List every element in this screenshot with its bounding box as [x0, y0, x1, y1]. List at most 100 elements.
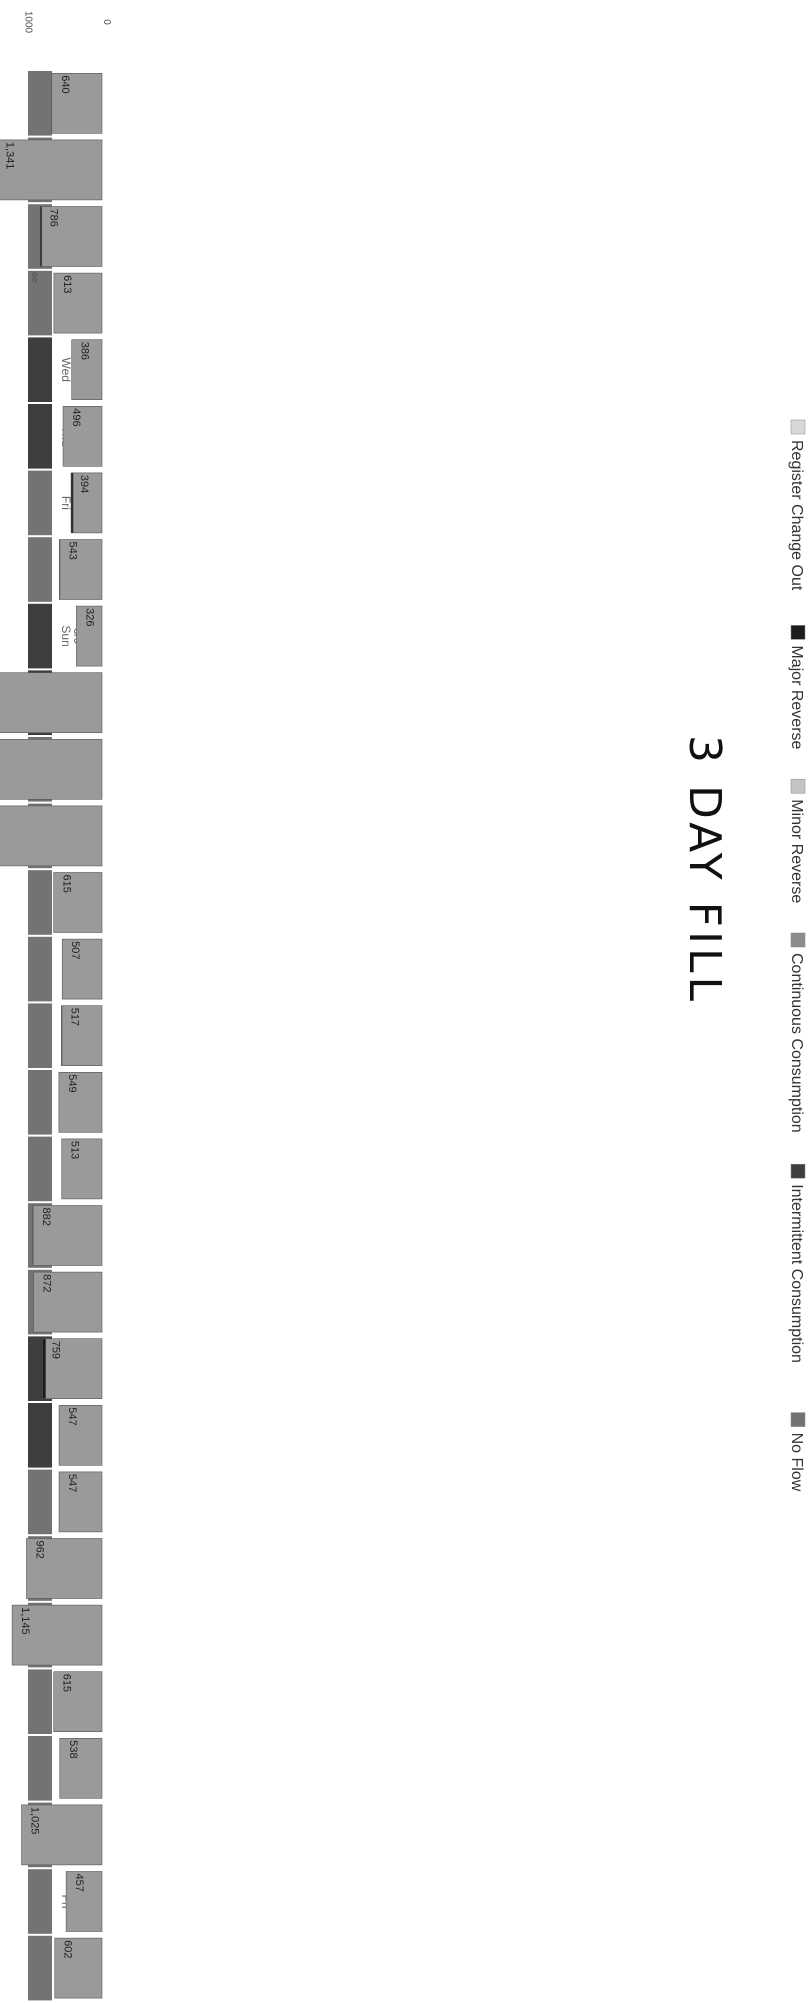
bar-segment [42, 1338, 46, 1399]
bar-segment [61, 1005, 103, 1067]
data-label: 1,145 [19, 1607, 31, 1635]
category-day: Sun [59, 625, 73, 646]
category-day: Fri [59, 496, 73, 510]
status-cell [28, 1869, 52, 1934]
legend-swatch [790, 778, 806, 794]
bar-segment [0, 672, 103, 734]
legend-swatch [790, 625, 806, 640]
bar-segment [71, 339, 103, 401]
legend-swatch [790, 419, 806, 435]
bar-segment [11, 1604, 103, 1666]
bar-segment [53, 272, 103, 334]
data-label: 549 [66, 1074, 78, 1092]
bar-segment [65, 1871, 103, 1932]
bar-segment [39, 206, 43, 267]
data-label: 543 [66, 542, 78, 560]
status-cell [28, 337, 52, 402]
legend: Register Change Out Major Reverse Minor Re… [788, 419, 806, 1492]
data-label: 962 [33, 1541, 45, 1559]
bar-segment [26, 1538, 103, 1599]
bar-segment [61, 938, 103, 1000]
data-label: 759 [49, 1341, 61, 1359]
status-cell [28, 1070, 52, 1135]
status-cell [28, 270, 52, 336]
legend-swatch [790, 1412, 806, 1427]
status-cell [28, 1003, 52, 1068]
bar-segment [0, 805, 103, 867]
bar-segment [61, 1138, 103, 1200]
x-axis-ticks: 01000200030004000500060007000 [23, 11, 113, 34]
bar-segment [53, 1671, 103, 1732]
data-labels: 6401,3417866133864963945433261,8266,1033… [4, 75, 96, 1958]
bar-segment [59, 539, 103, 600]
bar-segment [61, 1005, 63, 1067]
handwritten-annotation: 3 DAY FILL [679, 735, 730, 1005]
bar-segment [58, 1405, 103, 1466]
status-cell [28, 1403, 52, 1468]
data-label: 1,341 [4, 142, 16, 170]
bar-segment [70, 472, 74, 534]
data-label: 538 [67, 1740, 79, 1758]
legend-label: Intermittent Consumption [788, 1184, 805, 1363]
legend-label: Register Change Out [788, 440, 805, 591]
data-label: 394 [78, 475, 90, 493]
data-label: 882 [40, 1208, 52, 1226]
status-cell [28, 404, 52, 469]
status-cell [28, 1669, 52, 1734]
strip-mark: ae [29, 272, 40, 284]
bar-segment [54, 1937, 103, 1999]
status-cell [28, 936, 52, 1002]
legend-label: Continuous Consumption [788, 953, 805, 1133]
bar-segment [33, 1271, 103, 1333]
status-cell [28, 470, 52, 536]
data-label: 457 [73, 1874, 85, 1892]
status-cell [28, 1736, 52, 1801]
bar-segment [0, 738, 103, 800]
legend-swatch [790, 1163, 806, 1179]
data-label: 872 [41, 1274, 53, 1292]
x-tick-label: 1000 [23, 11, 34, 34]
bar-segment [62, 405, 103, 467]
data-label: 615 [61, 875, 73, 893]
data-label: 496 [70, 408, 82, 426]
legend-label: Minor Reverse [788, 799, 805, 903]
status-cell [28, 603, 52, 669]
bar-segment [59, 1738, 103, 1799]
bar-segment [58, 1471, 103, 1533]
bar-segment [58, 1072, 103, 1133]
bar-segment [21, 1804, 103, 1866]
category-day: Wed [59, 357, 73, 381]
bars [0, 73, 103, 1999]
data-label: 547 [66, 1407, 78, 1425]
data-label: 386 [79, 342, 91, 360]
data-label: 640 [59, 75, 71, 93]
bar-segment [76, 605, 103, 667]
bar-segment [41, 206, 103, 267]
status-cell [28, 71, 52, 136]
data-label: 326 [83, 608, 95, 626]
legend-label: Major Reverse [788, 645, 805, 749]
legend-swatch [790, 932, 806, 948]
status-cell [28, 1469, 52, 1535]
status-cell [28, 537, 52, 602]
bar-segment [53, 872, 103, 933]
status-cell [28, 1136, 52, 1202]
data-label: 602 [62, 1940, 74, 1958]
status-strip: ae [28, 71, 52, 2001]
data-label: 613 [61, 275, 73, 293]
data-label: 786 [47, 209, 59, 227]
bar-segment [45, 1338, 103, 1399]
bar-segment [51, 73, 103, 134]
data-label: 513 [69, 1141, 81, 1159]
data-label: 507 [69, 941, 81, 959]
data-label: 517 [68, 1008, 80, 1026]
data-label: 547 [66, 1474, 78, 1492]
status-cell [28, 1935, 52, 2001]
data-label: 615 [61, 1674, 73, 1692]
bar-segment [0, 139, 103, 201]
x-tick-label: 0 [101, 19, 112, 25]
status-cell [28, 870, 52, 935]
legend-label: No Flow [788, 1433, 805, 1492]
data-label: 1,025 [29, 1807, 41, 1835]
